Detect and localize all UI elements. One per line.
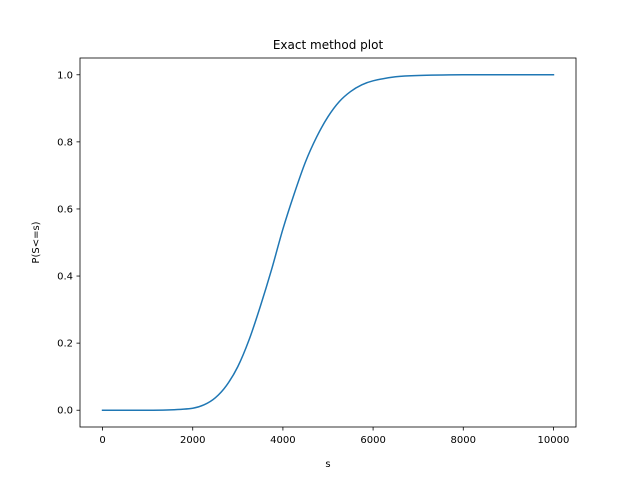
y-axis-label: P(S<=s)	[31, 221, 42, 263]
x-tick-label: 0	[99, 435, 105, 446]
x-tick-label: 10000	[538, 435, 570, 446]
y-tick-label: 0.8	[57, 137, 73, 148]
x-tick-label: 6000	[360, 435, 385, 446]
x-axis-ticks: 0 2000 4000 6000 8000 10000	[99, 427, 569, 446]
y-axis-ticks: 0.0 0.2 0.4 0.6 0.8 1.0	[57, 70, 80, 417]
x-tick-label: 2000	[180, 435, 205, 446]
x-tick-label: 8000	[451, 435, 476, 446]
y-tick-label: 0.6	[57, 204, 73, 215]
y-tick-label: 0.0	[57, 406, 73, 417]
chart-title: Exact method plot	[273, 38, 384, 52]
plot-area	[80, 58, 576, 427]
series-layer	[101, 73, 555, 412]
x-tick-label: 4000	[270, 435, 295, 446]
series-line	[101, 73, 555, 412]
x-axis-label: s	[325, 459, 330, 470]
plot-frame	[79, 57, 577, 428]
y-tick-label: 1.0	[57, 70, 73, 81]
y-tick-label: 0.2	[57, 339, 73, 350]
y-tick-label: 0.4	[57, 272, 73, 283]
